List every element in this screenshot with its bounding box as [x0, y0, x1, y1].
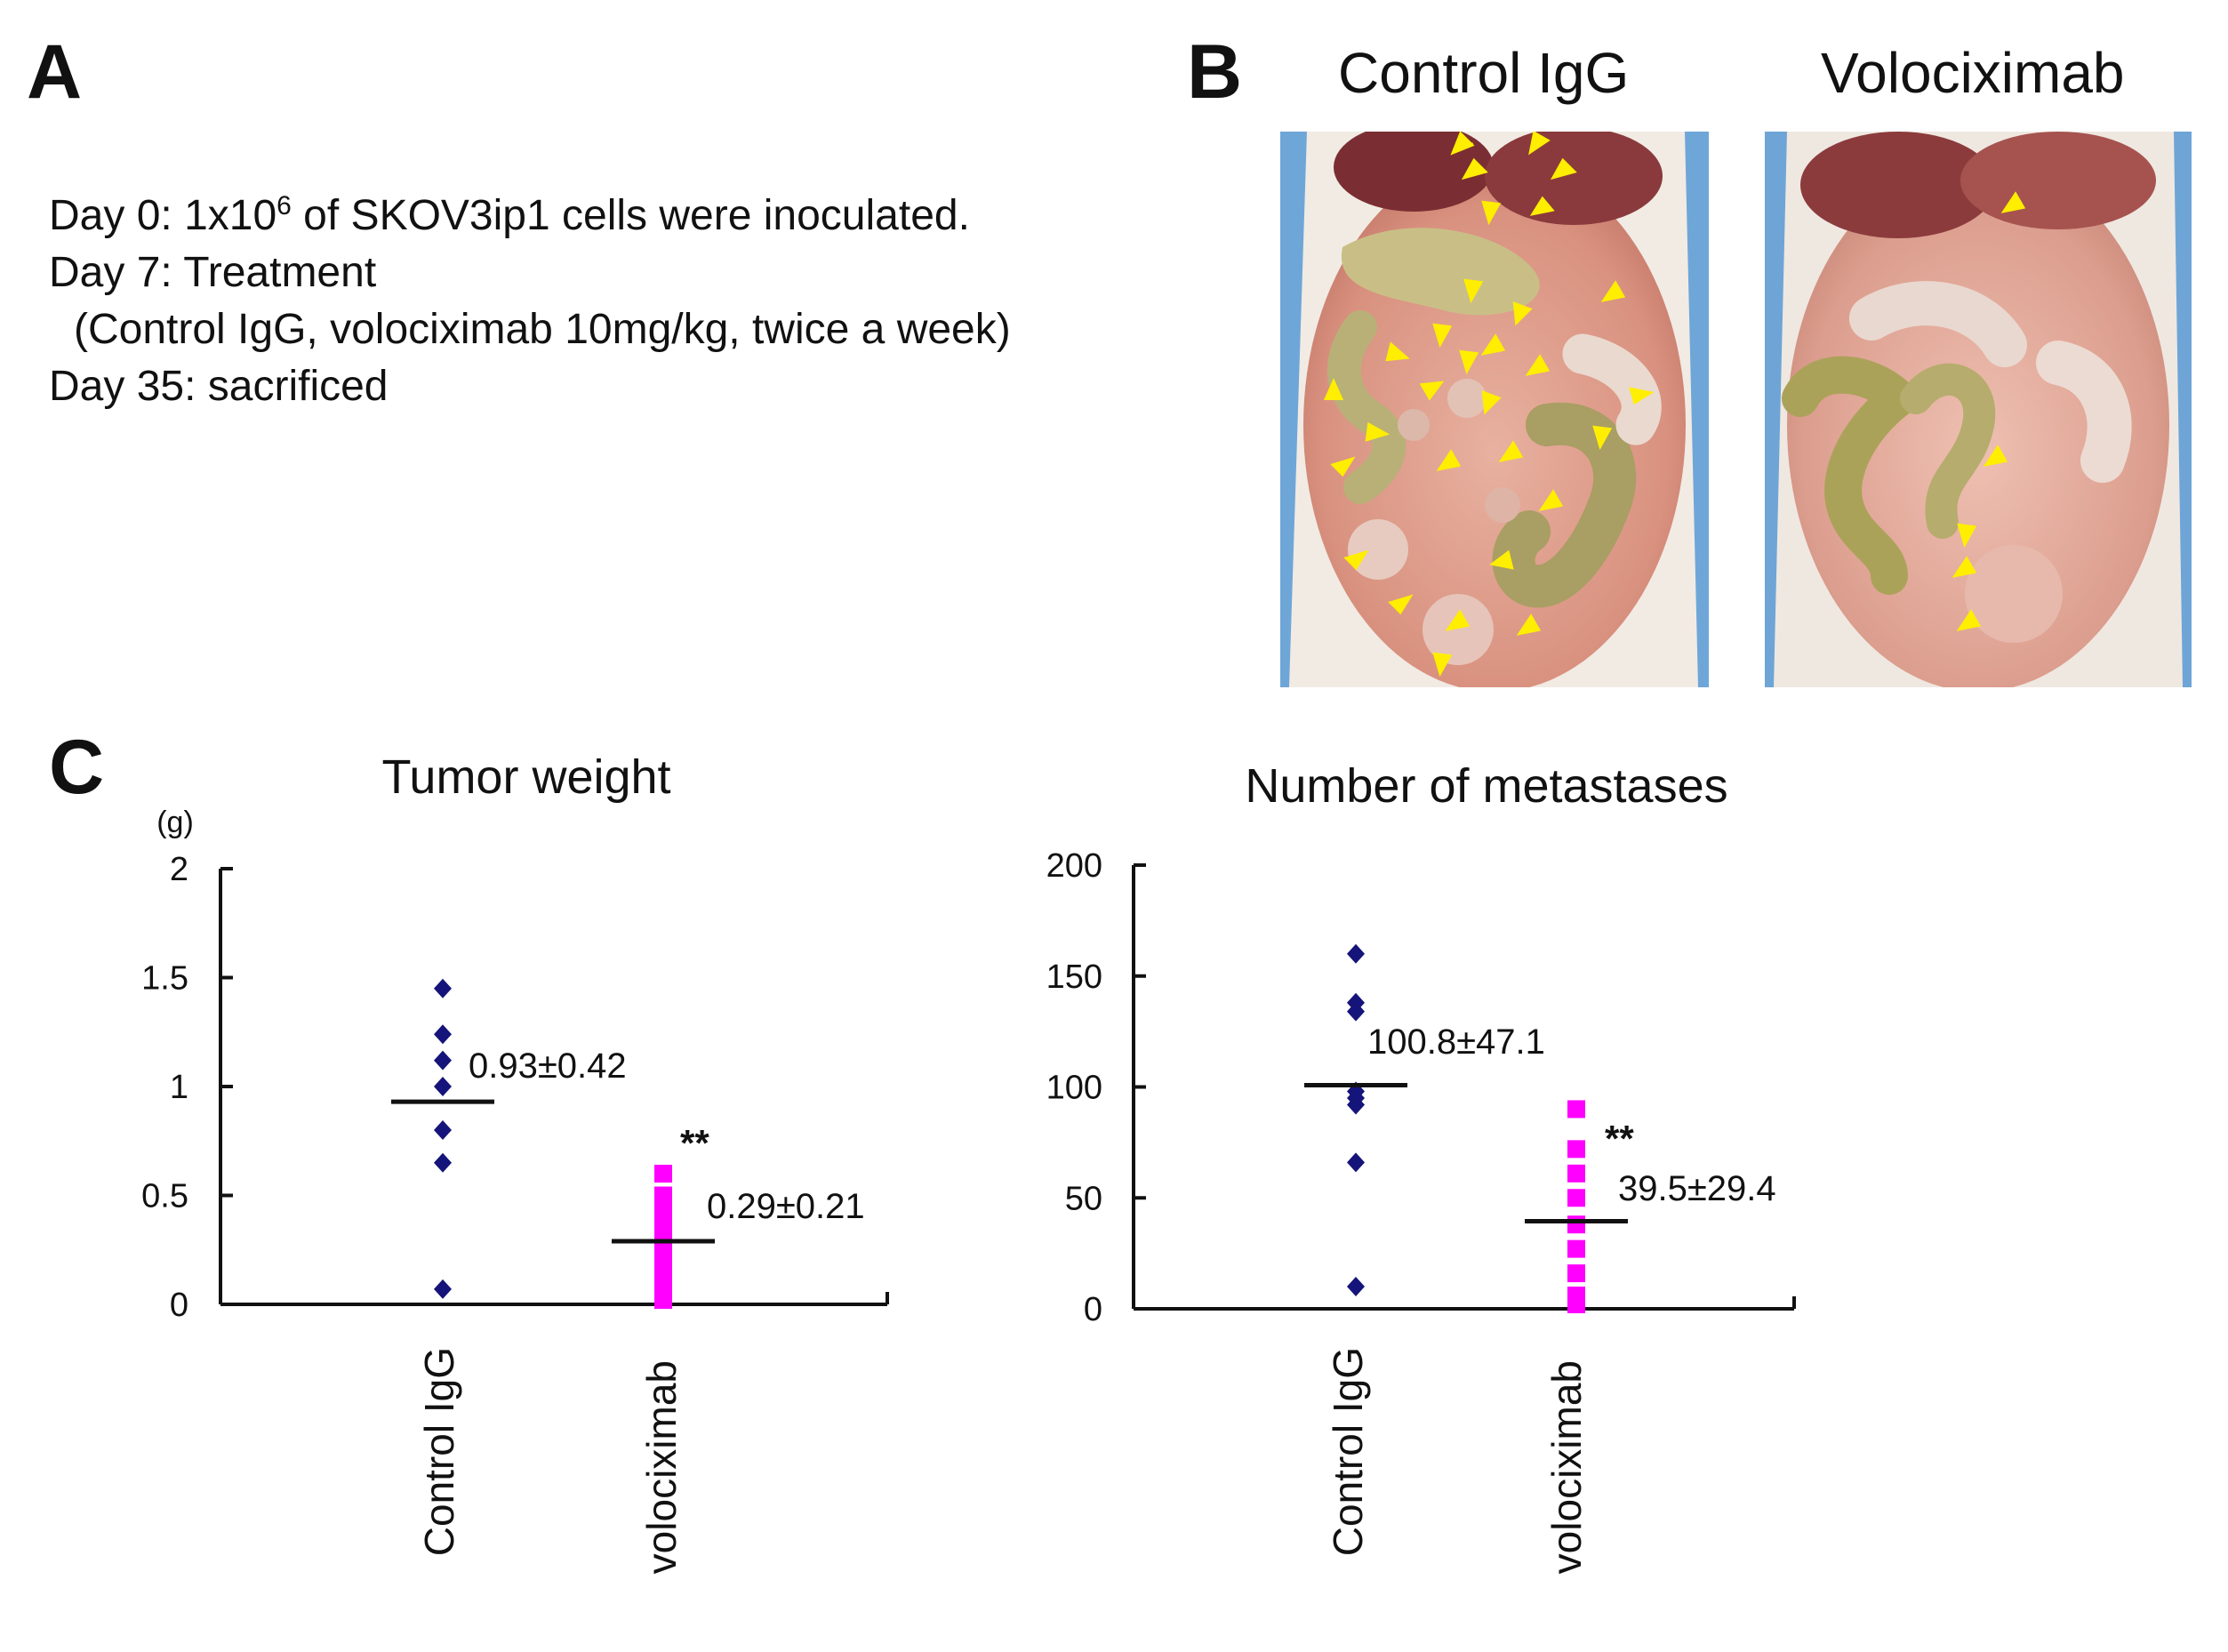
tumor-weight-significance: ** — [680, 1122, 709, 1164]
protocol-line-1: Day 0: 1x106 of SKOV3ip1 cells were inoc… — [49, 178, 1011, 245]
tumor-weight-point-control — [434, 1050, 452, 1071]
metastases-mean-label-volociximab: 39.5±29.4 — [1618, 1169, 1776, 1208]
metastases-ytick-label: 200 — [1046, 847, 1102, 885]
tumor-weight-category-volociximab: volociximab — [638, 1360, 685, 1574]
protocol-line-1-start: Day 0: 1x10 — [49, 192, 277, 239]
panel-c-label: C — [49, 725, 105, 810]
tumor-weight-point-volociximab — [654, 1186, 672, 1205]
panel-b-label: B — [1187, 29, 1243, 115]
protocol-exponent: 6 — [276, 191, 292, 221]
photo-volociximab — [1765, 132, 2192, 687]
metastases-category-volociximab: volociximab — [1543, 1360, 1590, 1574]
tumor-weight-point-volociximab — [654, 1216, 672, 1235]
protocol-line-3: (Control IgG, volociximab 10mg/kg, twice… — [74, 306, 1011, 353]
protocol-line-4: Day 35: sacrificed — [49, 363, 389, 410]
tumor-weight-point-control — [434, 1120, 452, 1140]
photo-title-volociximab: Volociximab — [1821, 41, 2125, 105]
metastases-significance: ** — [1605, 1118, 1634, 1159]
photo-control-igg — [1280, 132, 1709, 687]
metastases-point-volociximab — [1567, 1189, 1585, 1207]
protocol-line-2: Day 7: Treatment — [49, 249, 377, 296]
metastases-point-volociximab — [1567, 1264, 1585, 1283]
metastases-point-control — [1347, 1095, 1365, 1115]
metastases-point-control — [1347, 1152, 1365, 1173]
tumor-weight-title: Tumor weight — [381, 750, 670, 804]
tumor-weight-point-volociximab — [654, 1252, 672, 1270]
metastases-point-volociximab — [1567, 1239, 1585, 1258]
tumor-weight-point-control — [434, 1024, 452, 1045]
metastases-ytick-label: 150 — [1046, 958, 1102, 996]
tumor-weight-ytick-label: 2 — [170, 851, 188, 888]
tumor-weight-chart: Tumor weight (g) 0.93±0.42 0.29±0.21 ** … — [141, 750, 889, 1574]
tumor-weight-mean-label-control: 0.93±0.42 — [469, 1047, 627, 1086]
tumor-weight-point-volociximab — [654, 1267, 672, 1286]
protocol-line-1-end: of SKOV3ip1 cells were inoculated. — [291, 192, 970, 239]
tumor-weight-point-control — [434, 1077, 452, 1096]
metastases-point-volociximab — [1567, 1140, 1585, 1159]
tumor-weight-category-control: Control IgG — [416, 1347, 462, 1556]
tumor-weight-ytick-label: 1 — [170, 1069, 188, 1106]
metastases-point-volociximab — [1567, 1295, 1585, 1314]
metastases-chart: Number of metastases 100.8±47.1 39.5±29.… — [1046, 759, 1796, 1574]
metastases-point-volociximab — [1567, 1164, 1585, 1183]
metastases-ytick-label: 100 — [1046, 1070, 1102, 1107]
metastases-point-control — [1347, 1001, 1365, 1022]
metastases-point-control — [1347, 943, 1365, 964]
tumor-weight-ytick-label: 0 — [170, 1287, 188, 1324]
tumor-weight-point-volociximab — [654, 1165, 672, 1183]
tumor-weight-mean-label-volociximab: 0.29±0.21 — [707, 1187, 865, 1226]
tumor-weight-ylabel: (g) — [156, 806, 194, 839]
metastases-category-control: Control IgG — [1325, 1347, 1371, 1556]
panel-a-label: A — [27, 29, 83, 115]
photo-title-control: Control IgG — [1338, 41, 1630, 105]
tumor-weight-point-volociximab — [654, 1291, 672, 1310]
metastases-title: Number of metastases — [1245, 759, 1727, 813]
metastases-ytick-label: 0 — [1084, 1291, 1102, 1328]
metastases-point-volociximab — [1567, 1215, 1585, 1234]
tumor-weight-ytick-label: 0.5 — [141, 1178, 188, 1215]
tumor-weight-point-control — [434, 1152, 452, 1173]
tumor-weight-point-control — [434, 978, 452, 998]
metastases-point-control — [1347, 1277, 1365, 1297]
metastases-mean-label-control: 100.8±47.1 — [1367, 1022, 1545, 1062]
protocol-text: Day 0: 1x106 of SKOV3ip1 cells were inoc… — [49, 178, 1011, 415]
tumor-weight-point-control — [434, 1279, 452, 1299]
metastases-ytick-label: 50 — [1065, 1180, 1102, 1217]
tumor-weight-ytick-label: 1.5 — [141, 960, 188, 998]
metastases-point-volociximab — [1567, 1100, 1585, 1119]
